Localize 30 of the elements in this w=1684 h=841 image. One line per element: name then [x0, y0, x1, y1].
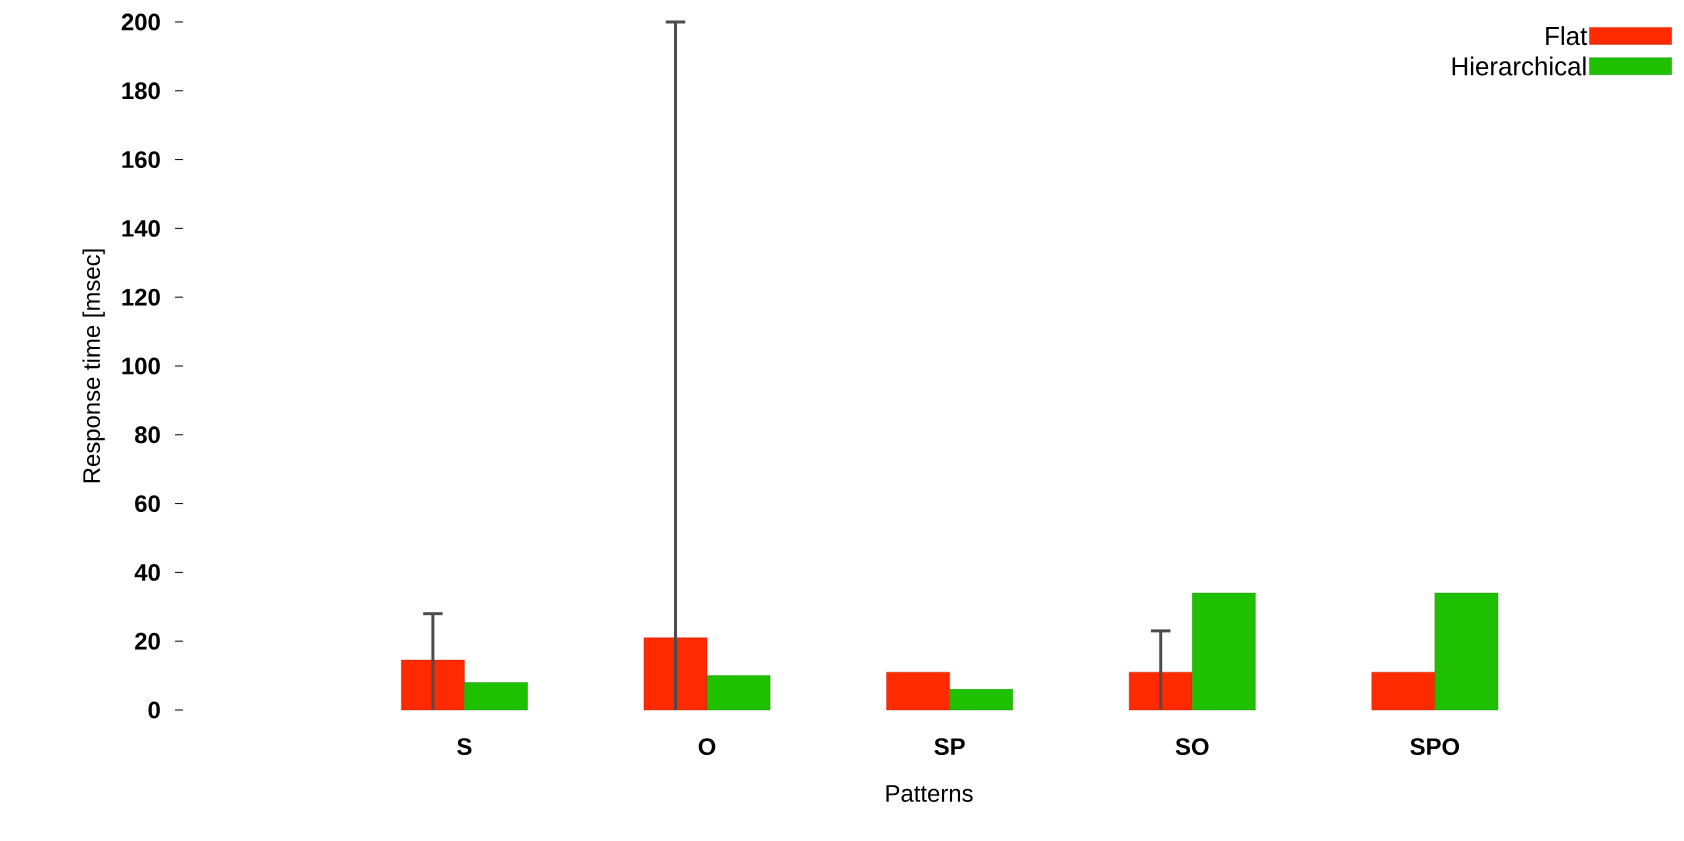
y-tick-label: 140	[122, 219, 160, 237]
y-tick-label: 200	[121, 13, 160, 31]
y-tick-label: 180	[122, 82, 160, 100]
y-tick-label: 100	[122, 357, 160, 375]
bar	[1192, 592, 1256, 711]
x-tick-label: SPO	[1410, 738, 1460, 756]
y-tick-label: 80	[135, 426, 160, 444]
y-tick-label: 40	[134, 563, 160, 581]
x-tick-label: O	[698, 738, 716, 756]
x-tick-label: SO	[1175, 738, 1209, 756]
x-tick-label: SP	[934, 738, 965, 756]
y-tick-label: 120	[122, 288, 160, 306]
bar	[949, 689, 1013, 711]
x-axis-title: Patterns	[886, 785, 973, 802]
y-axis-title: Response time [msec]	[82, 249, 105, 483]
bar	[706, 675, 771, 711]
bar	[1434, 592, 1499, 711]
legend-label: Flat	[1546, 26, 1588, 46]
x-tick-label: S	[457, 738, 472, 756]
legend-label: Hierarchical	[1452, 56, 1586, 76]
bar	[1128, 671, 1193, 711]
bar	[1371, 671, 1436, 711]
bar	[464, 682, 528, 711]
y-tick-label: 20	[135, 632, 160, 650]
bar	[886, 671, 950, 711]
y-tick-label: 0	[148, 701, 160, 719]
y-tick-label: 160	[122, 151, 160, 169]
bar	[643, 637, 708, 711]
y-tick-label: 60	[135, 495, 160, 513]
bar	[401, 659, 465, 711]
